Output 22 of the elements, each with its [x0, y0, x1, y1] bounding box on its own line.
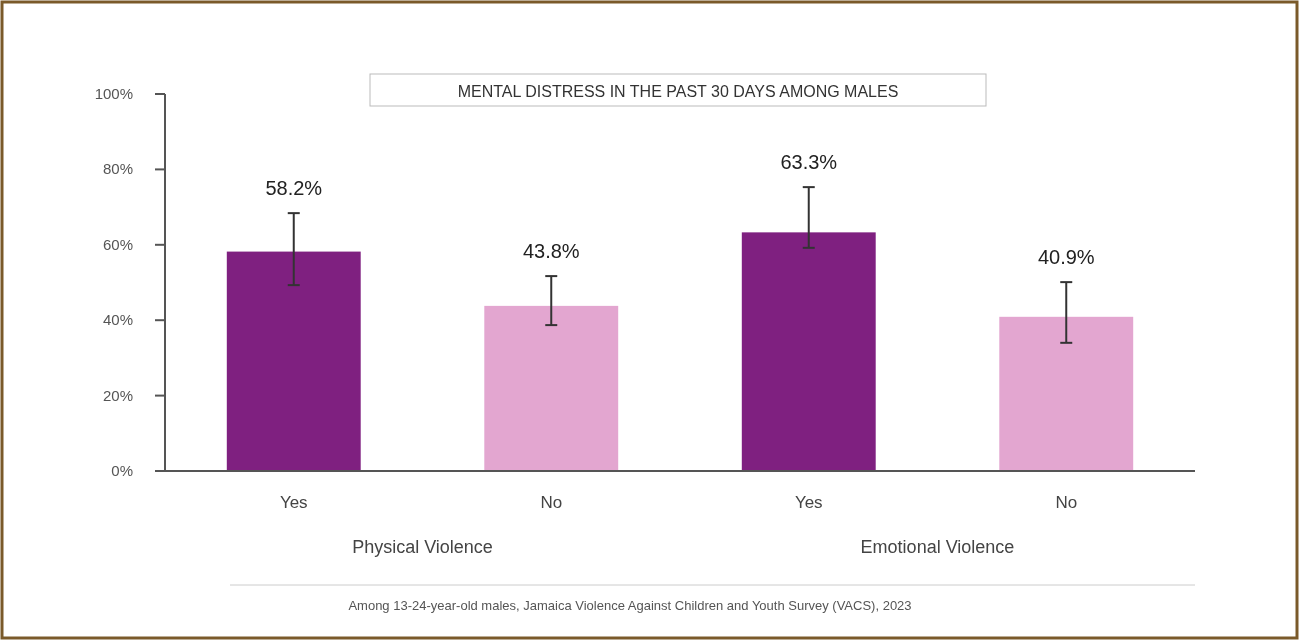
text: Physical Violence — [352, 537, 493, 557]
data-label: 43.8% — [522, 240, 580, 263]
y-tick-label: 60% — [102, 235, 133, 253]
data-label: 58.2% — [265, 177, 323, 200]
text: Emotional Violence — [860, 537, 1015, 557]
x-tick-label: Yes — [279, 493, 308, 512]
data-label: 63.3% — [780, 151, 838, 174]
x-tick-label: No — [1055, 493, 1078, 512]
x-tick-label: Yes — [794, 493, 823, 512]
chart-title: MENTAL DISTRESS IN THE PAST 30 DAYS AMONG MALES — [457, 83, 899, 100]
bar — [226, 251, 361, 471]
y-tick-label: 0% — [111, 462, 133, 479]
data-label: 40.9% — [1037, 246, 1095, 269]
bar — [484, 305, 619, 471]
text: Among 13-24-year-old males, Jamaica Violence Against Children and Youth Survey (VACS), 2023 — [348, 598, 912, 613]
y-tick-label: 20% — [102, 386, 133, 404]
y-tick-label: 80% — [102, 160, 133, 178]
bar — [741, 232, 876, 471]
y-tick-label: 100% — [94, 85, 133, 102]
y-tick-label: 40% — [102, 311, 133, 329]
bar — [999, 316, 1134, 471]
x-tick-label: No — [540, 493, 563, 512]
